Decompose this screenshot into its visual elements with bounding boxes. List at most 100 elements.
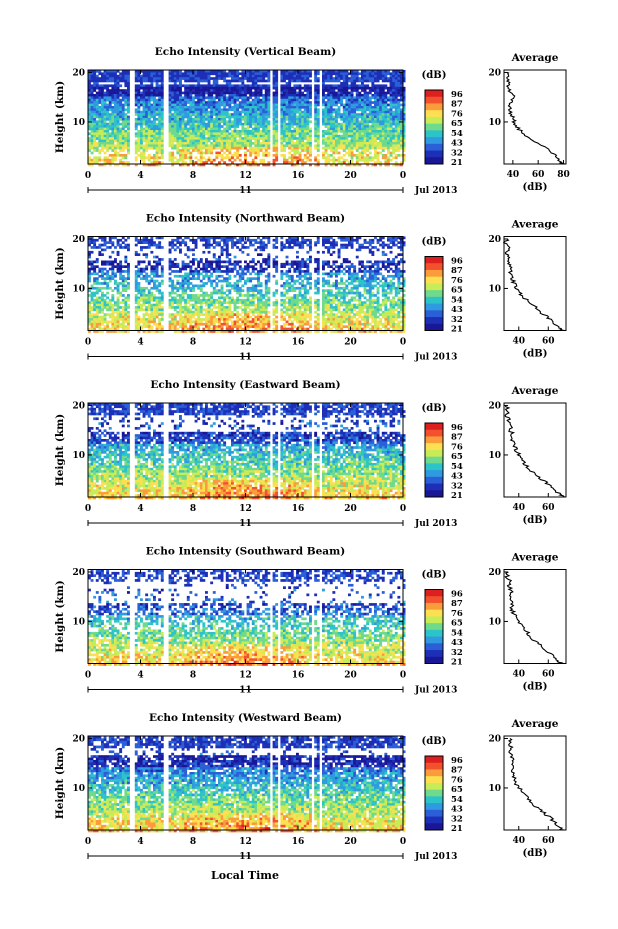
heatmap-cell xyxy=(192,132,195,136)
heatmap-cell xyxy=(212,77,216,80)
heatmap-cell xyxy=(337,113,341,116)
heatmap-cell xyxy=(290,96,294,100)
heatmap-cell xyxy=(186,282,190,285)
heatmap-cell xyxy=(361,74,364,78)
heatmap-cell xyxy=(158,103,162,107)
heatmap-cell xyxy=(309,79,312,83)
heatmap-cell xyxy=(158,303,162,307)
heatmap-cell xyxy=(259,118,263,121)
heatmap-cell xyxy=(111,96,115,100)
heatmap-cell xyxy=(189,118,193,121)
heatmap-cell xyxy=(254,103,258,107)
heatmap-cell xyxy=(147,77,151,80)
heatmap-cell xyxy=(124,320,128,324)
heatmap-cell xyxy=(251,110,255,114)
heatmap-cell xyxy=(363,156,367,160)
heatmap-cell xyxy=(173,144,177,148)
heatmap-cell xyxy=(301,113,305,116)
heatmap-cell xyxy=(145,267,149,271)
heatmap-cell xyxy=(197,72,201,76)
heatmap-cell xyxy=(337,156,341,160)
heatmap-cell xyxy=(236,144,240,148)
heatmap-cell xyxy=(314,127,318,131)
heatmap-cell xyxy=(95,320,99,324)
heatmap-cell xyxy=(103,298,107,302)
heatmap-cell xyxy=(145,320,149,324)
heatmap-cell xyxy=(353,86,357,90)
heatmap-cell xyxy=(381,144,385,148)
heatmap-cell xyxy=(366,125,370,128)
heatmap-cell xyxy=(348,139,351,143)
heatmap-cell xyxy=(106,115,110,119)
heatmap-cell xyxy=(103,277,107,280)
heatmap-cell xyxy=(116,91,120,95)
heatmap-cell xyxy=(173,296,177,300)
heatmap-cell xyxy=(381,98,385,102)
heatmap-cell xyxy=(90,103,94,107)
heatmap-cell xyxy=(150,310,154,314)
heatmap-cell xyxy=(272,77,276,80)
heatmap-cell xyxy=(288,74,292,78)
heatmap-cell xyxy=(142,274,146,278)
heatmap-cell xyxy=(127,322,130,326)
heatmap-cell xyxy=(381,70,385,73)
heatmap-cell xyxy=(147,125,151,128)
heatmap-cell xyxy=(192,110,195,114)
heatmap-cell xyxy=(106,158,110,162)
heatmap-cell xyxy=(181,91,185,95)
heatmap-cell xyxy=(176,118,180,121)
heatmap-cell xyxy=(387,122,390,126)
heatmap-cell xyxy=(101,315,104,319)
heatmap-cell xyxy=(116,327,120,331)
heatmap-cell xyxy=(95,303,99,307)
heatmap-cell xyxy=(244,110,247,114)
heatmap-cell xyxy=(171,284,175,288)
heatmap-cell xyxy=(316,161,320,164)
heatmap-cell xyxy=(186,236,190,240)
heatmap-cell xyxy=(101,113,104,116)
heatmap-cell xyxy=(309,154,312,157)
heatmap-cell xyxy=(192,313,195,316)
heatmap-cell xyxy=(353,122,357,126)
heatmap-cell xyxy=(158,72,162,76)
heatmap-cell xyxy=(267,134,271,138)
heatmap-cell xyxy=(155,289,159,292)
heatmap-cell xyxy=(324,79,328,83)
heatmap-cell xyxy=(236,110,240,114)
heatmap-cell xyxy=(283,132,286,136)
heatmap-cell xyxy=(280,89,284,92)
heatmap-cell xyxy=(303,161,307,164)
heatmap-cell xyxy=(93,161,97,164)
heatmap-cell xyxy=(153,86,156,90)
heatmap-cell xyxy=(335,79,338,83)
heatmap-cell xyxy=(199,130,203,133)
heatmap-cell xyxy=(392,120,396,124)
heatmap-cell xyxy=(290,72,294,76)
heatmap-cell xyxy=(290,86,294,90)
heatmap-cell xyxy=(134,310,138,314)
heatmap-cell xyxy=(280,130,284,133)
heatmap-cell xyxy=(127,306,130,309)
heatmap-cell xyxy=(179,77,182,80)
heatmap-cell xyxy=(103,98,107,102)
heatmap-cell xyxy=(186,310,190,314)
heatmap-cell xyxy=(137,267,141,271)
heatmap-cell xyxy=(150,161,154,164)
heatmap-cell xyxy=(262,86,266,90)
heatmap-cell xyxy=(322,151,325,155)
heatmap-cell xyxy=(194,122,198,126)
heatmap-cell xyxy=(298,91,302,95)
heatmap-cell xyxy=(142,101,146,104)
heatmap-cell xyxy=(220,146,224,150)
heatmap-cell xyxy=(155,154,159,157)
heatmap-cell xyxy=(212,127,216,131)
heatmap-cell xyxy=(342,94,346,97)
heatmap-cell xyxy=(111,243,115,247)
heatmap-cell xyxy=(283,74,286,78)
heatmap-cell xyxy=(137,106,141,109)
heatmap-cell xyxy=(402,120,406,124)
heatmap-cell xyxy=(280,125,284,128)
heatmap-cell xyxy=(145,310,149,314)
heatmap-cell xyxy=(202,142,206,145)
heatmap-cell xyxy=(223,70,227,73)
